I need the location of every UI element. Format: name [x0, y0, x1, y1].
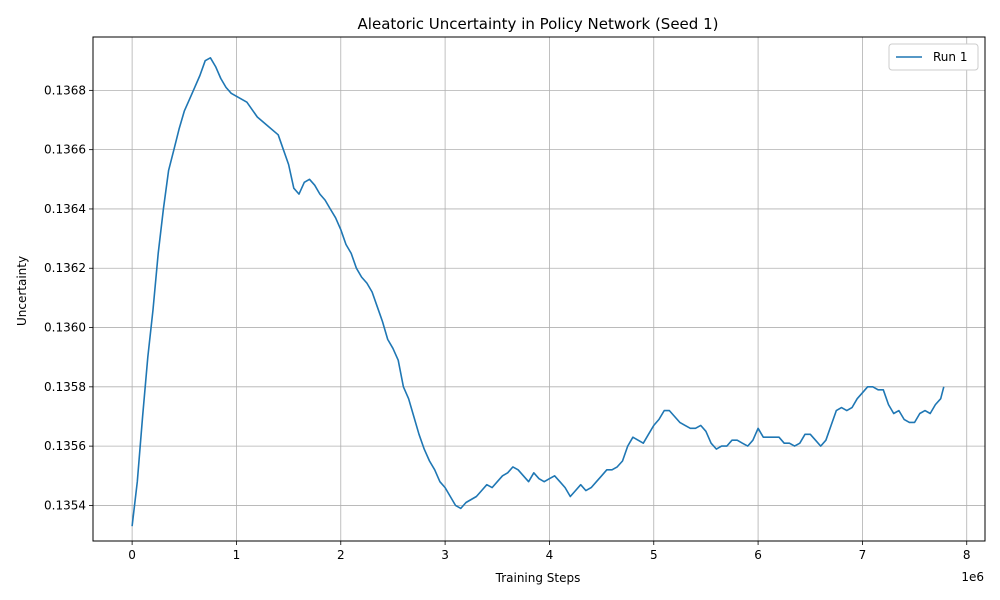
y-tick-label: 0.1358	[44, 380, 86, 394]
x-axis-offset-label: 1e6	[961, 570, 984, 584]
y-tick-label: 0.1366	[44, 143, 86, 157]
ticks: 0 1 2 3 4 5 6 7 8 0.1354 0.1356 0.1358 0.1360 0.1362 0…	[44, 83, 971, 562]
y-tick-label: 0.1356	[44, 439, 86, 453]
x-tick-label: 4	[546, 548, 554, 562]
y-tick-label: 0.1362	[44, 261, 86, 275]
legend-box	[888, 43, 979, 71]
x-tick-label: 3	[441, 548, 449, 562]
x-tick-label: 6	[754, 548, 762, 562]
x-tick-label: 5	[650, 548, 658, 562]
x-tick-label: 0	[128, 548, 136, 562]
axes-frame	[92, 36, 986, 542]
series-line-run-1	[131, 56, 945, 527]
y-tick-label: 0.1360	[44, 321, 86, 335]
x-tick-label: 1	[233, 548, 241, 562]
legend-label: Run 1	[933, 50, 967, 64]
chart-title: Aleatoric Uncertainty in Policy Network …	[358, 15, 719, 33]
y-tick-label: 0.1354	[44, 498, 86, 512]
x-tick-label: 2	[337, 548, 345, 562]
x-tick-label: 8	[963, 548, 971, 562]
y-tick-label: 0.1364	[44, 202, 86, 216]
y-tick-label: 0.1368	[44, 83, 86, 97]
x-tick-label: 7	[859, 548, 867, 562]
x-axis-label: Training Steps	[495, 571, 581, 585]
legend: Run 1	[888, 43, 979, 71]
series-layer	[131, 56, 945, 527]
grid	[93, 37, 985, 541]
y-axis-label: Uncertainty	[15, 256, 29, 326]
